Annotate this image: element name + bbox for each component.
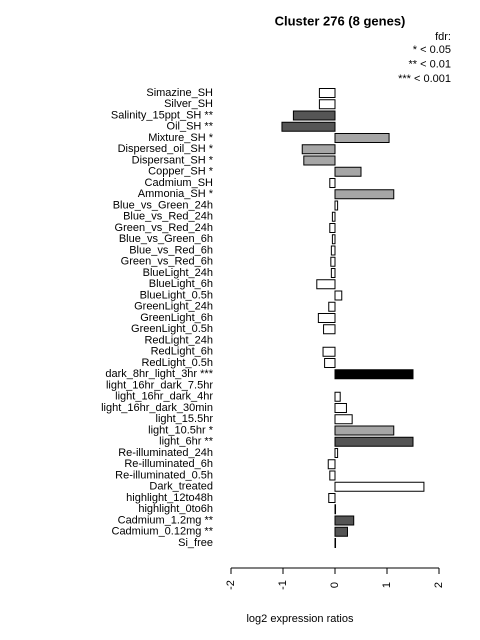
- bar: [328, 493, 336, 503]
- y-tick-label: Cadmium_SH: [145, 177, 214, 189]
- y-tick-label: highlight_12to48h: [126, 492, 213, 504]
- y-tick-label: BlueLight_24h: [143, 267, 213, 279]
- bar: [303, 155, 336, 166]
- x-tick-label: -2: [225, 580, 237, 590]
- bar: [322, 346, 336, 357]
- y-tick-label: GreenLight_24h: [134, 301, 213, 313]
- y-tick-label: Dark_treated: [149, 481, 213, 493]
- y-tick-label: Cadmium_0.12mg **: [112, 526, 214, 538]
- bar: [330, 245, 336, 256]
- x-tick-label: -1: [277, 580, 289, 590]
- y-tick-label: Re-illuminated_24h: [118, 447, 213, 459]
- legend-item: * < 0.05: [413, 44, 451, 56]
- chart-title: Cluster 276 (8 genes): [275, 13, 406, 28]
- x-tick-label: 1: [381, 582, 393, 588]
- bar: [334, 526, 348, 537]
- y-tick-label: GreenLight_6h: [140, 312, 213, 324]
- y-tick-label: Salinity_15ppt_SH **: [111, 109, 214, 121]
- y-tick-label: Mixture_SH *: [148, 132, 214, 144]
- y-tick-label: light_6hr **: [159, 436, 214, 448]
- bar: [331, 234, 336, 245]
- y-tick-label: Blue_vs_Red_6h: [129, 244, 213, 256]
- y-tick-label: Dispersed_oil_SH *: [118, 143, 214, 155]
- bar: [281, 121, 336, 132]
- bar: [334, 414, 353, 425]
- bar: [334, 189, 395, 200]
- bar: [329, 178, 336, 188]
- y-tick-label: Re-illuminated_0.5h: [115, 469, 213, 481]
- legend-item: *** < 0.001: [398, 73, 451, 85]
- y-tick-label: Silver_SH: [164, 98, 213, 110]
- bar: [318, 99, 336, 110]
- y-tick-label: Copper_SH *: [148, 166, 214, 178]
- legend-title: fdr:: [435, 31, 451, 43]
- bar: [334, 436, 414, 447]
- y-tick-label: GreenLight_0.5h: [131, 323, 213, 335]
- bar: [334, 448, 339, 458]
- y-tick-label: Si_free: [178, 537, 213, 549]
- y-tick-label: Blue_vs_Red_24h: [123, 211, 213, 223]
- bar: [318, 88, 336, 98]
- bar: [292, 110, 336, 121]
- y-tick-label: BlueLight_6h: [149, 278, 213, 290]
- bar: [301, 144, 336, 155]
- legend-item: ** < 0.01: [408, 58, 451, 70]
- bar: [334, 425, 395, 436]
- y-tick-label: RedLight_6h: [151, 346, 213, 358]
- y-tick-label: Green_vs_Red_6h: [121, 256, 213, 268]
- bar: [331, 211, 336, 222]
- y-tick-label: RedLight_24h: [144, 334, 213, 346]
- bar: [316, 279, 336, 290]
- bar: [323, 324, 336, 335]
- y-tick-label: light_10.5hr *: [148, 424, 214, 436]
- y-tick-label: Green_vs_Red_24h: [115, 222, 213, 234]
- bar: [334, 403, 347, 413]
- bar: [334, 391, 341, 402]
- y-tick-label: dark_8hr_light_3hr ***: [105, 368, 213, 380]
- bar: [334, 133, 390, 143]
- bar: [317, 313, 336, 323]
- y-tick-label: Blue_vs_Green_24h: [113, 199, 213, 211]
- y-tick-label: Cadmium_1.2mg **: [118, 514, 214, 526]
- bar: [334, 200, 339, 211]
- bar: [328, 301, 336, 312]
- y-tick-label: highlight_0to6h: [138, 503, 213, 515]
- bar: [334, 166, 362, 177]
- x-tick-label: 0: [329, 582, 341, 588]
- bar: [334, 481, 425, 492]
- y-tick-label: BlueLight_0.5h: [140, 289, 213, 301]
- bar: [334, 290, 343, 301]
- bar: [334, 515, 355, 526]
- y-tick-label: Ammonia_SH *: [138, 188, 214, 200]
- y-tick-label: light_16hr_dark_4hr: [115, 391, 213, 403]
- y-tick-label: Simazine_SH: [146, 87, 213, 99]
- x-tick-label: 2: [433, 582, 445, 588]
- y-tick-label: Re-illuminated_6h: [124, 458, 213, 470]
- bar: [324, 358, 336, 368]
- bar: [330, 256, 336, 267]
- bar: [334, 504, 337, 515]
- bar: [334, 538, 337, 548]
- y-tick-label: RedLight_0.5h: [141, 357, 213, 369]
- bar: [329, 470, 336, 481]
- y-tick-label: light_15.5hr: [156, 413, 214, 425]
- y-tick-label: Oil_SH **: [167, 121, 214, 133]
- bar: [334, 369, 414, 380]
- y-tick-label: light_16hr_dark_7.5hr: [106, 379, 213, 391]
- x-axis-label: log2 expression ratios: [246, 613, 354, 625]
- bar: [330, 268, 336, 278]
- bar: [329, 223, 336, 233]
- y-tick-label: Dispersant_SH *: [132, 154, 214, 166]
- y-tick-label: light_16hr_dark_30min: [101, 402, 213, 414]
- bar: [327, 459, 336, 470]
- y-tick-label: Blue_vs_Green_6h: [119, 233, 213, 245]
